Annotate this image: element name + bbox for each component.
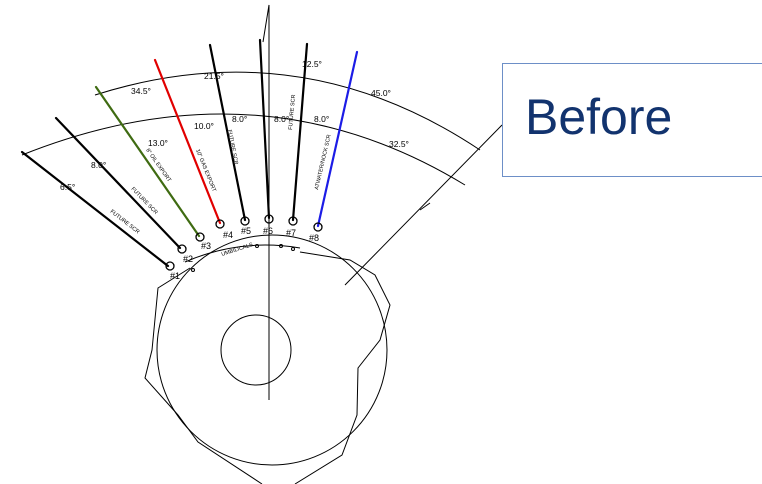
riser-line-1 — [20, 150, 170, 268]
angle-label-inner-6: 8.0° — [274, 114, 289, 124]
hull-outer-circle — [156, 234, 388, 466]
slot-number-4: #4 — [223, 230, 233, 240]
angle-label-inner-2: 8.0° — [91, 160, 106, 170]
umbilical-arc — [184, 244, 301, 263]
angle-label-inner-7: 8.0° — [314, 114, 329, 124]
slot-number-5: #5 — [241, 226, 251, 236]
slot-number-2: #2 — [183, 254, 193, 264]
slot-numbers: #1 #2 #3 #4 #5 #6 #7 #8 — [170, 226, 319, 281]
riser-label-7: FUTURE SCR — [288, 94, 297, 130]
angle-label-outer-4: 45.0° — [371, 88, 391, 98]
slot-circle-5 — [240, 216, 250, 226]
angle-label-inner-4: 10.0° — [194, 121, 214, 131]
slot-number-6: #6 — [263, 226, 273, 236]
slot-circle-3 — [195, 232, 205, 242]
riser-label-5: FUTURE SCR — [226, 129, 239, 165]
riser-line-7 — [291, 42, 309, 222]
angle-label-outer-1: 34.5° — [131, 86, 151, 96]
riser-label-8: ATWATER/NOCK SCR — [314, 134, 333, 190]
slot-circle-6 — [264, 214, 274, 224]
slot-number-3: #3 — [201, 241, 211, 251]
slot-number-1: #1 — [170, 271, 180, 281]
riser-lines — [20, 38, 359, 268]
angle-label-inner-3: 13.0° — [148, 138, 168, 148]
angle-label-inner-8: 32.5° — [389, 139, 409, 149]
riser-line-5 — [208, 43, 247, 222]
slot-circle-7 — [288, 216, 298, 226]
angle-label-outer-3: 12.5° — [302, 59, 322, 69]
slot-circle-1 — [165, 261, 175, 271]
angle-label-outer-2: 21.5° — [204, 71, 224, 81]
riser-line-3 — [94, 85, 201, 238]
riser-labels: FUTURE SCR FUTURE SCR 8" OIL EXPORT 10" … — [109, 94, 333, 258]
riser-line-8 — [316, 50, 359, 228]
slot-number-7: #7 — [286, 228, 296, 238]
dimension-arcs — [21, 71, 503, 286]
angle-label-inner-5: 8.0° — [232, 114, 247, 124]
slot-circle-2 — [177, 244, 187, 254]
inner-dimension-arc — [21, 113, 466, 186]
angle-labels: 6.5° 8.0° 13.0° 10.0° 8.0° 8.0° 8.0° 32.… — [60, 59, 409, 192]
angle-label-inner-1: 6.5° — [60, 182, 75, 192]
before-callout-box: Before — [502, 63, 762, 177]
north-marker — [262, 4, 270, 400]
riser-line-2 — [54, 116, 182, 250]
hull-markers — [191, 244, 295, 272]
riser-slots — [165, 214, 323, 271]
before-label: Before — [525, 89, 673, 145]
riser-line-6 — [258, 38, 271, 220]
riser-line-4 — [153, 58, 222, 225]
hull-inner-circle — [220, 314, 292, 386]
pointer-line — [344, 124, 503, 286]
outer-dimension-arc — [94, 71, 481, 151]
slot-number-8: #8 — [309, 233, 319, 243]
slot-circle-4 — [215, 219, 225, 229]
hull-outline — [144, 234, 391, 484]
slot-circle-8 — [313, 222, 323, 232]
